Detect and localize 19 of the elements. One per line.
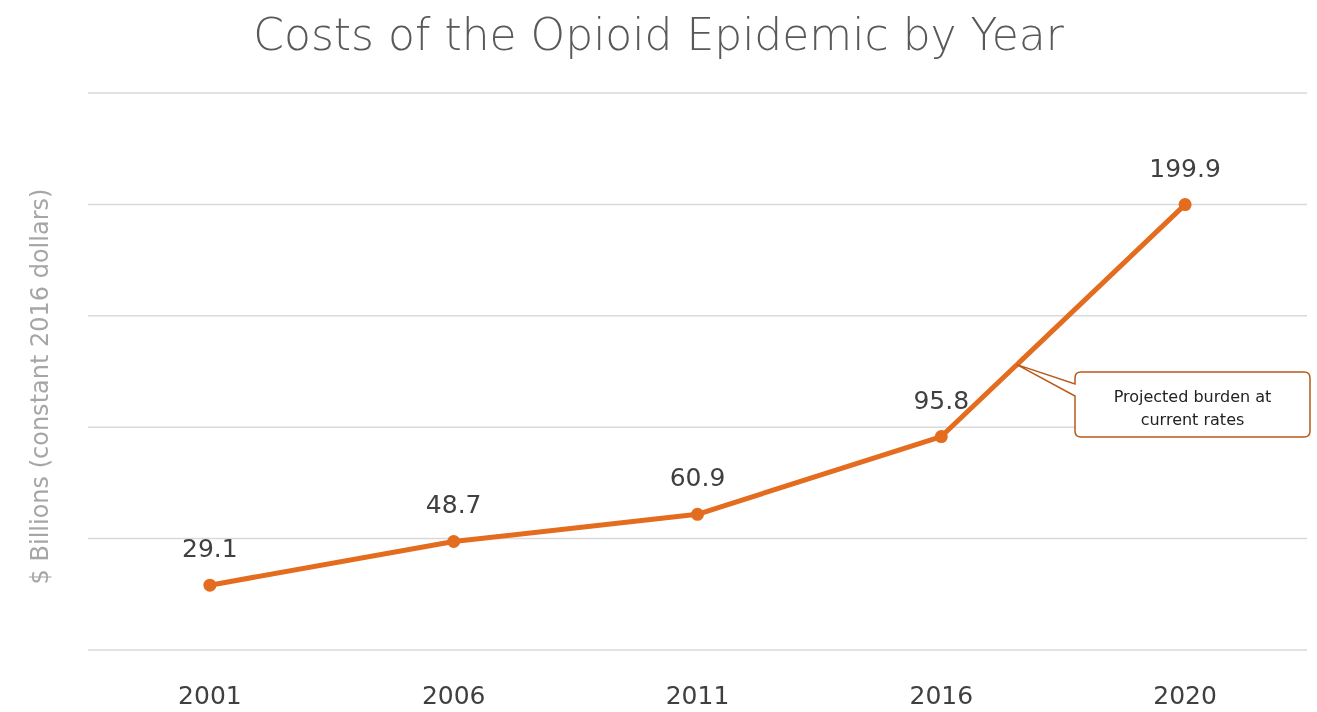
x-tick-label: 2020 <box>1153 681 1217 710</box>
annotation: Projected burden at current rates <box>1113 387 1272 429</box>
data-label: 48.7 <box>425 490 482 520</box>
point <box>1178 198 1192 212</box>
x-tick-label: 2011 <box>665 681 730 710</box>
x-tick-label: 2006 <box>421 681 486 710</box>
point <box>203 578 217 592</box>
x-tick-label: 2001 <box>178 681 242 710</box>
chart-title: Costs of the Opioid Epidemic by Year <box>253 9 1065 60</box>
data-label: 95.8 <box>913 385 970 415</box>
data-label: 199.9 <box>1149 153 1221 183</box>
data-label: 60.9 <box>669 463 726 493</box>
y-axis-title: $ Billions (constant 2016 dollars) <box>26 188 54 585</box>
x-tick-label: 2016 <box>909 681 974 710</box>
callout-box: Projected burden at current rates <box>1016 363 1311 438</box>
point <box>447 535 461 548</box>
data-label: 29.1 <box>182 534 238 564</box>
point <box>934 430 948 444</box>
point <box>691 507 704 521</box>
